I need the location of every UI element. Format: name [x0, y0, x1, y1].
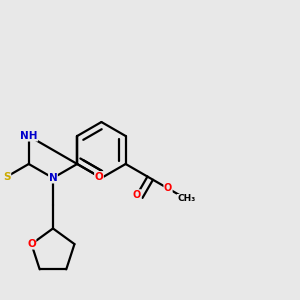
Text: S: S	[3, 172, 11, 182]
Text: O: O	[164, 184, 172, 194]
Text: CH₃: CH₃	[177, 194, 195, 203]
Text: N: N	[49, 173, 57, 183]
Text: O: O	[27, 239, 36, 249]
Text: O: O	[94, 172, 103, 182]
Text: O: O	[133, 190, 141, 200]
Text: NH: NH	[20, 131, 38, 141]
